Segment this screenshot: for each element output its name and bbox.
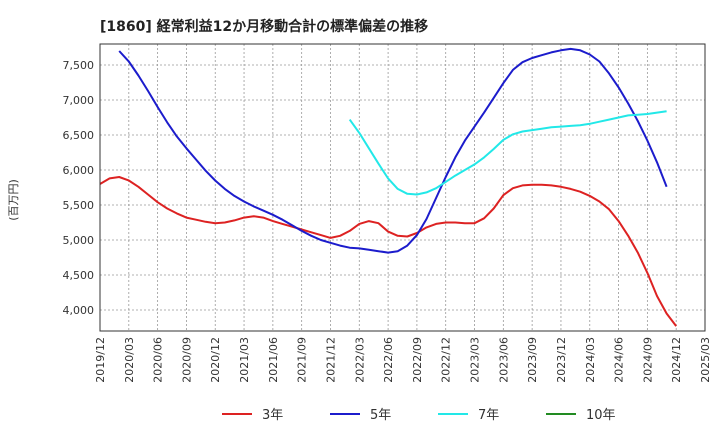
y-tick-label: 5,000 [63,234,95,247]
x-tick-label: 2024/09 [641,337,654,383]
x-tick-label: 2021/12 [324,337,337,383]
x-tick-label: 2025/03 [699,337,712,383]
x-tick-label: 2021/03 [238,337,251,383]
x-tick-label: 2021/09 [296,337,309,383]
y-tick-label: 4,000 [63,304,95,317]
legend-label: 5年 [370,408,391,423]
legend-label: 7年 [478,408,499,423]
series-line-2 [348,110,667,196]
x-tick-label: 2019/12 [94,337,107,383]
x-tick-label: 2023/12 [555,337,568,383]
y-axis-ticks: 4,000 4,500 5,000 5,500 6,000 6,500 7,000 7,500 [63,59,95,317]
x-tick-label: 2022/12 [440,337,453,383]
x-tick-label: 2023/03 [469,337,482,383]
plot-frame [99,43,706,332]
x-tick-label: 2023/09 [526,337,539,383]
chart-title: [1860] 経常利益12か月移動合計の標準偏差の推移 [100,18,428,35]
series-line-1 [118,47,668,254]
chart-legend: 3年 5年 7年 10年 [222,408,616,423]
x-tick-label: 2024/06 [613,337,626,383]
x-tick-label: 2022/06 [382,337,395,383]
y-tick-label: 7,500 [63,59,95,72]
y-axis-label: (百万円) [7,179,20,221]
legend-label: 3年 [262,408,283,423]
x-tick-label: 2022/09 [411,337,424,383]
series-lines [99,47,677,327]
x-tick-label: 2021/06 [267,337,280,383]
x-tick-label: 2020/03 [123,337,136,383]
y-tick-label: 4,500 [63,269,95,282]
y-tick-label: 5,500 [63,199,95,212]
x-tick-label: 2023/06 [497,337,510,383]
legend-label: 10年 [586,408,616,423]
x-tick-label: 2024/12 [670,337,683,383]
y-tick-label: 6,500 [63,129,95,142]
x-tick-label: 2024/03 [584,337,597,383]
x-tick-label: 2022/03 [353,337,366,383]
x-tick-label: 2020/06 [152,337,165,383]
y-tick-label: 7,000 [63,94,95,107]
x-tick-label: 2020/09 [180,337,193,383]
x-axis-ticks: 2019/12 2020/03 2020/06 2020/09 2020/12 2021/… [94,337,712,383]
y-tick-label: 6,000 [63,164,95,177]
x-tick-label: 2020/12 [209,337,222,383]
chart-grid [99,44,706,331]
series-line-0 [99,176,677,327]
